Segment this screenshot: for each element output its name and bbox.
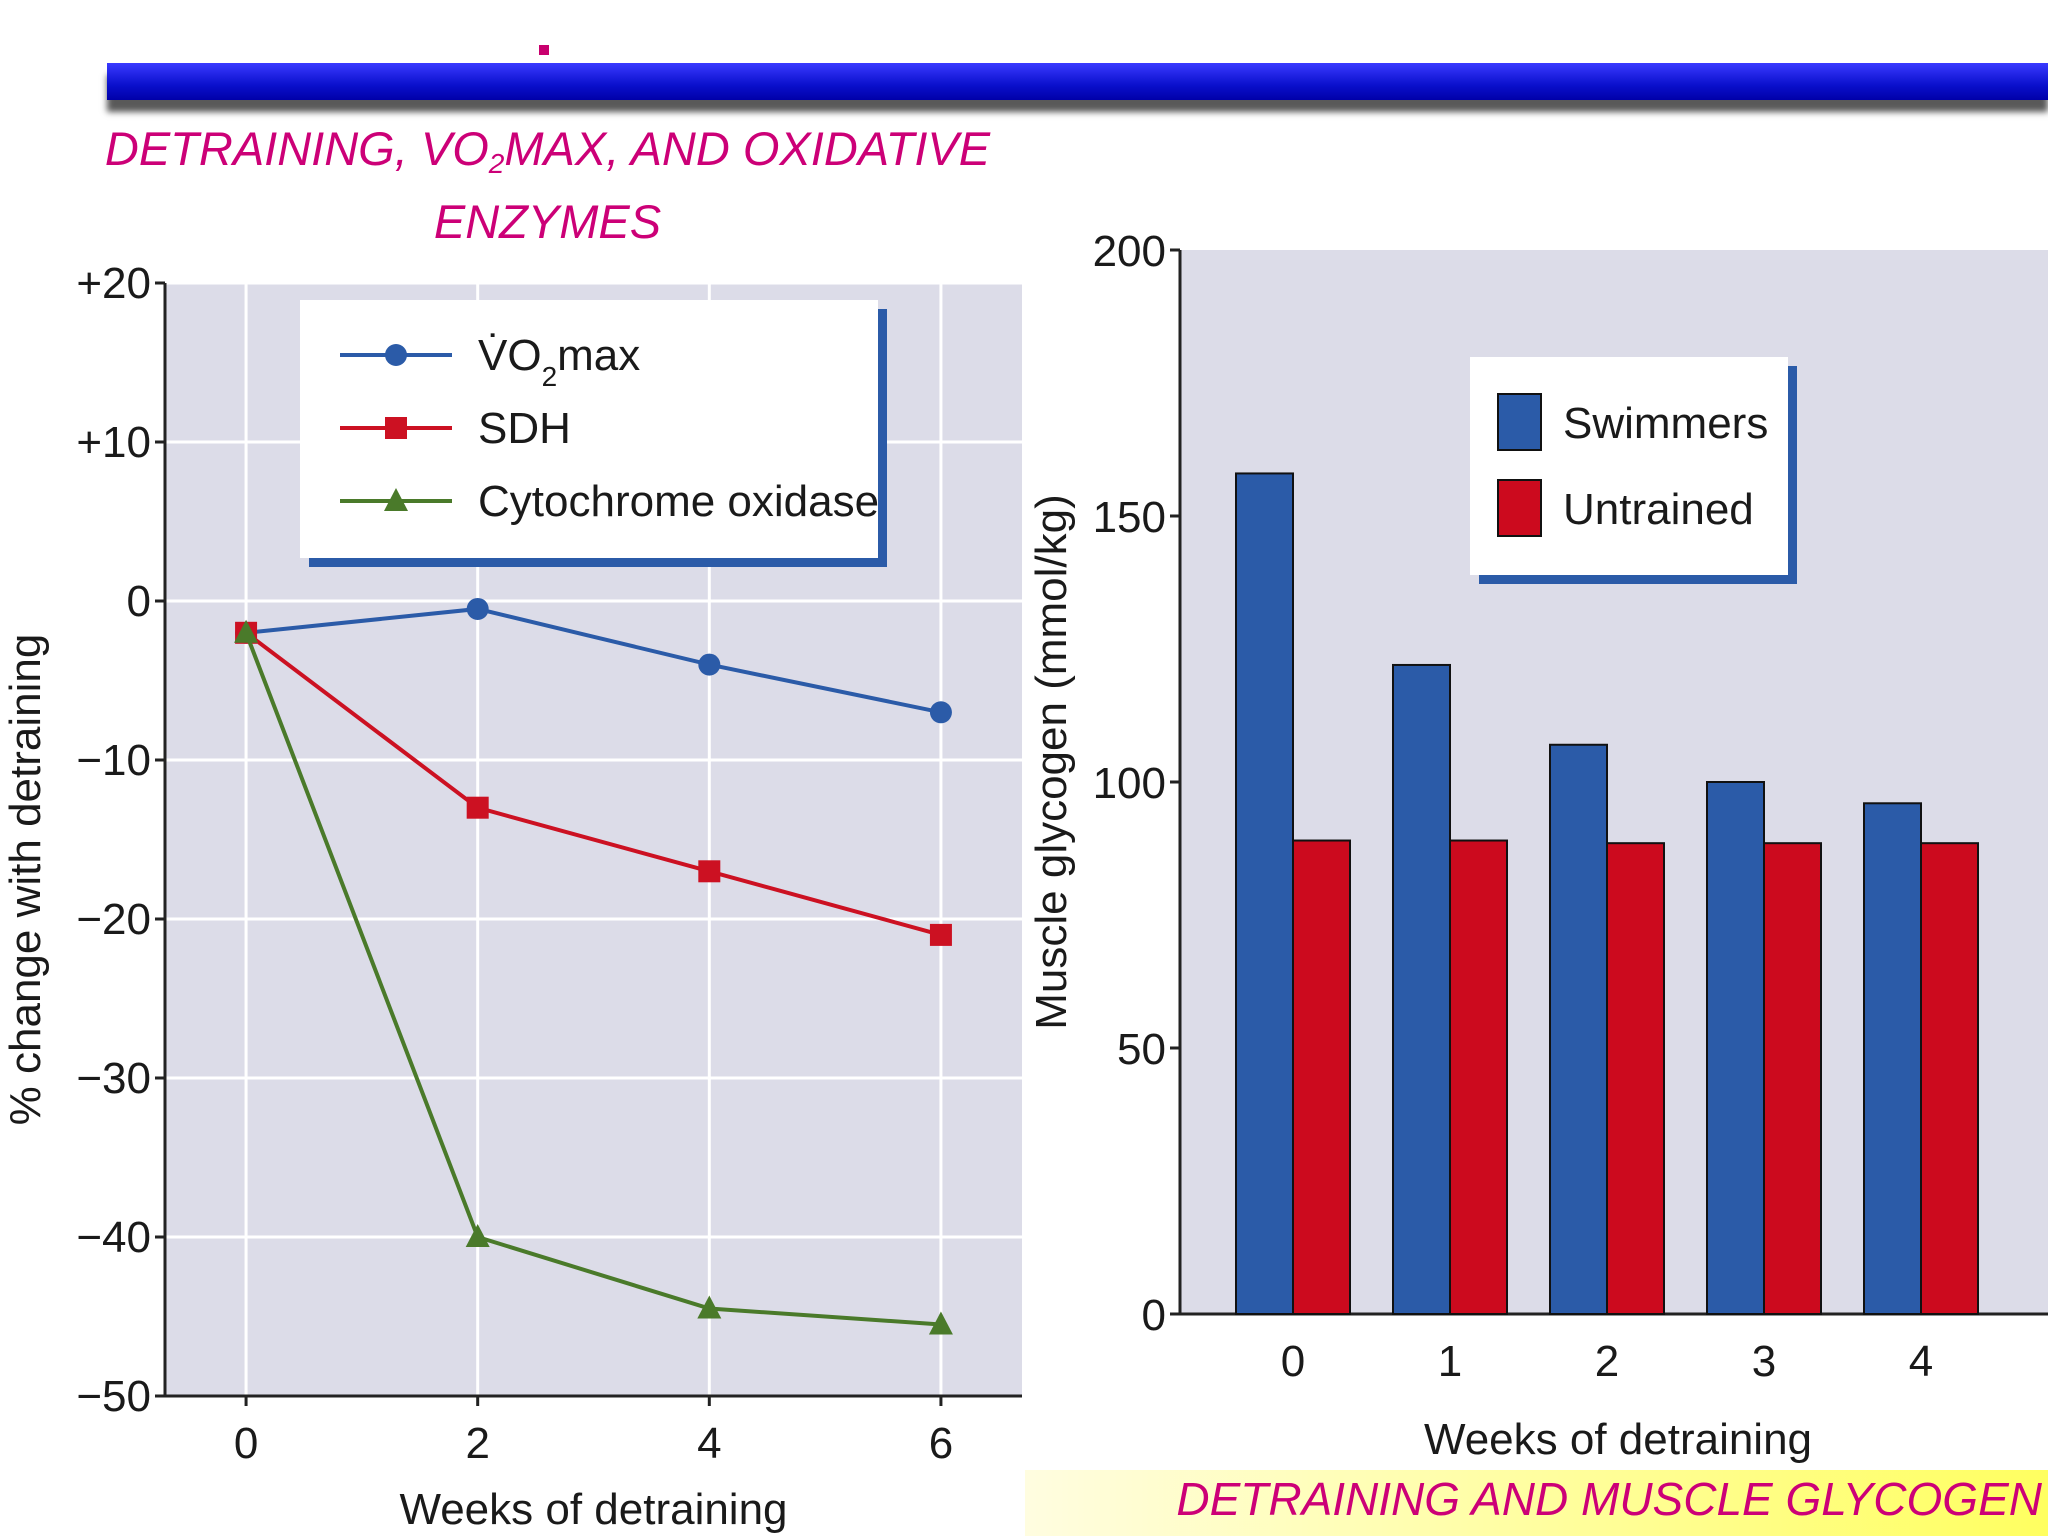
legend-box [1470,357,1788,575]
marker-square [929,923,952,946]
right-chart-caption: DETRAINING AND MUSCLE GLYCOGEN [1025,1470,2048,1536]
bar [1606,842,1665,1315]
y-tick-label: −20 [76,895,151,944]
x-tick-label: 0 [1281,1337,1305,1386]
y-tick-label: −30 [76,1054,151,1103]
legend-label: Swimmers [1563,399,1768,448]
y-tick-label: 50 [1117,1025,1166,1074]
series-line [245,606,942,715]
bar [1392,663,1451,1315]
y-tick-label: 150 [1093,493,1166,542]
bar [1549,743,1608,1315]
x-tick-label: 2 [1595,1337,1619,1386]
bar [1292,839,1351,1316]
marker-triangle [465,1224,490,1247]
bullet-dot [539,45,549,55]
x-tick-label: 3 [1752,1337,1776,1386]
y-tick-label: +20 [76,259,151,308]
y-tick-label: 0 [1142,1291,1166,1340]
y-tick-label: −10 [76,736,151,785]
x-tick-label: 2 [465,1419,489,1468]
marker-circle [385,344,407,366]
y-tick-label: +10 [76,418,151,467]
marker-square [385,417,407,439]
y-tick-label: 100 [1093,759,1166,808]
y-tick-label: 200 [1093,227,1166,276]
legend-label: V̇O2max [478,331,640,392]
marker-triangle [928,1311,953,1335]
y-tick-label: −50 [76,1372,151,1421]
marker-square [466,796,489,819]
legend-label: Untrained [1563,485,1754,534]
bar [1863,802,1922,1316]
marker-circle [466,597,489,620]
legend-swatch [1497,479,1542,537]
legend-label: Cytochrome oxidase [478,477,879,526]
marker-circle [698,653,721,676]
y-axis-label: % change with detraining [1,634,50,1126]
x-tick-label: 6 [929,1419,953,1468]
y-tick-label: −40 [76,1213,151,1262]
title-bar [107,63,2048,100]
x-tick-label: 4 [1909,1337,1933,1386]
marker-triangle [234,619,259,643]
marker-square [698,860,721,883]
series-line [244,632,942,1327]
legend-label: SDH [478,404,571,453]
bar [1763,842,1822,1315]
left-chart-title: DETRAINING, VO2MAX, AND OXIDATIVE ENZYME… [104,122,991,248]
y-axis-label: Muscle glycogen (mmol/kg) [1027,494,1076,1030]
marker-triangle [697,1295,722,1319]
y-tick-label: 0 [127,577,151,626]
marker-circle [929,701,952,724]
bar [1920,842,1979,1315]
x-tick-label: 4 [697,1419,721,1468]
marker-triangle [384,488,408,511]
line-chart: +20 +10 0 −10 −20 −30 −40 −50 0 2 4 6 Weeks of detra… [1,259,1022,1534]
x-tick-label: 0 [234,1419,258,1468]
bar [1235,472,1294,1315]
right-chart-caption-text: DETRAINING AND MUSCLE GLYCOGEN [1176,1473,2042,1525]
x-tick-label: 1 [1438,1337,1462,1386]
x-axis-label: Weeks of detraining [1424,1415,1812,1464]
x-axis-label: Weeks of detraining [399,1485,787,1534]
bar-chart: 0 50 100 150 200 0 1 2 3 4 Weeks of detraining Musc… [1027,227,2048,1464]
legend-swatch [1497,393,1542,451]
bar [1706,781,1765,1315]
bar [1449,839,1508,1316]
series-line [244,631,942,937]
